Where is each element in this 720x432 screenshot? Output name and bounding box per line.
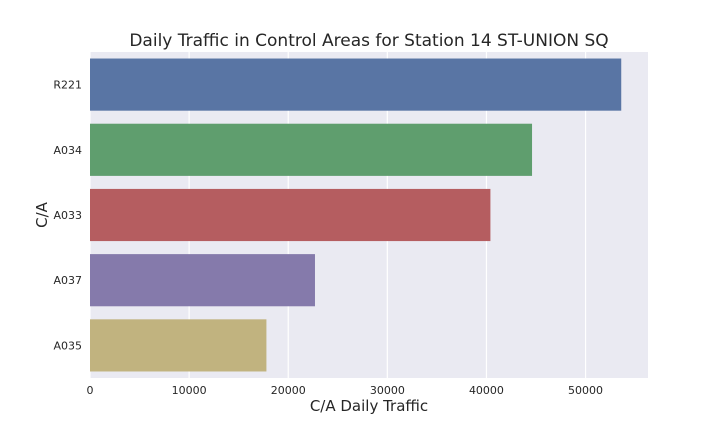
- y-tick-label: A034: [53, 144, 82, 157]
- y-tick-label: R221: [53, 79, 82, 92]
- x-tick-label: 50000: [568, 384, 603, 397]
- x-tick-label: 10000: [172, 384, 207, 397]
- chart-title: Daily Traffic in Control Areas for Stati…: [129, 31, 608, 51]
- bar-a037: [90, 254, 315, 307]
- x-tick-labels: 0 10000 20000 30000 40000 50000: [87, 384, 604, 397]
- x-tick-label: 0: [87, 384, 94, 397]
- y-tick-label: A037: [53, 274, 82, 287]
- y-axis-label: C/A: [33, 201, 51, 228]
- bar-a034: [90, 123, 533, 176]
- x-tick-label: 40000: [469, 384, 504, 397]
- bar-a033: [90, 188, 491, 242]
- y-tick-label: A033: [53, 209, 82, 222]
- bar-r221: [90, 58, 622, 111]
- x-tick-label: 20000: [271, 384, 306, 397]
- x-axis-label: C/A Daily Traffic: [310, 397, 428, 415]
- bars: [90, 58, 622, 372]
- y-tick-labels: R221 A034 A033 A037 A035: [53, 79, 82, 353]
- y-tick-label: A035: [53, 339, 82, 352]
- bar-a035: [90, 319, 267, 372]
- x-tick-label: 30000: [370, 384, 405, 397]
